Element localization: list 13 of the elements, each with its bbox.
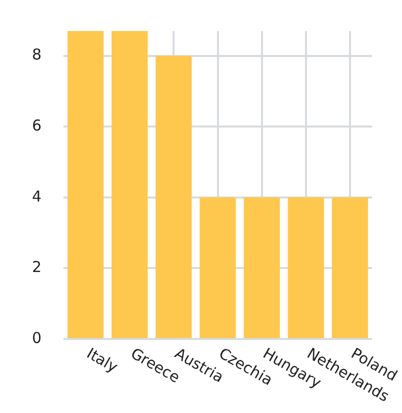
bar xyxy=(200,197,236,338)
bar xyxy=(156,56,192,338)
y-tick-label: 8 xyxy=(32,46,42,64)
bar xyxy=(112,31,148,338)
bar xyxy=(244,197,280,338)
y-tick-label: 6 xyxy=(32,116,42,134)
bar xyxy=(332,197,368,338)
x-tick-label: Italy xyxy=(84,344,121,376)
y-tick-label: 2 xyxy=(32,258,42,276)
bar xyxy=(288,197,324,338)
y-tick-label: 0 xyxy=(32,328,42,347)
y-tick-label: 4 xyxy=(32,187,42,206)
bar xyxy=(68,31,104,338)
